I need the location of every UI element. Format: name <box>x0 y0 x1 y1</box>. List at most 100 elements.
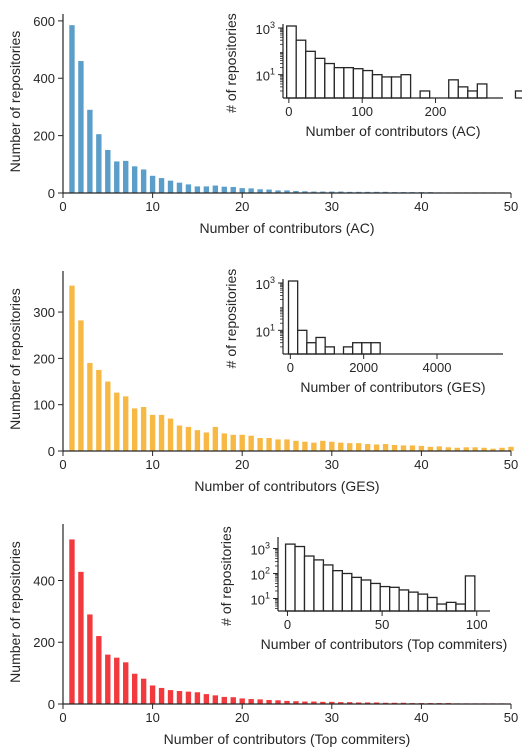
bar <box>329 701 335 704</box>
inset-x-tick-label: 0 <box>284 617 291 632</box>
inset-bin <box>352 342 363 355</box>
bar <box>508 446 514 451</box>
y-tick-label: 300 <box>33 305 55 320</box>
y-tick-label: 0 <box>48 444 55 459</box>
x-tick-label: 50 <box>504 457 518 472</box>
inset-bin <box>371 74 383 99</box>
bar <box>158 687 165 704</box>
inset-bin <box>333 66 345 99</box>
inset-bin <box>436 603 448 612</box>
bar <box>257 438 263 451</box>
x-tick-label: 0 <box>59 199 66 214</box>
bar <box>230 186 236 193</box>
inset-bin <box>297 329 308 355</box>
bar <box>105 654 111 704</box>
bar <box>284 700 290 704</box>
inset-bin <box>343 66 355 99</box>
y-tick-label: 200 <box>33 129 55 144</box>
inset-bin <box>332 570 344 612</box>
bar <box>114 392 120 451</box>
bar <box>221 433 227 451</box>
x-tick-label: 30 <box>325 710 339 725</box>
bar <box>176 182 183 193</box>
inset-y-tick-label: 102 <box>251 566 270 583</box>
inset-bin <box>351 576 362 612</box>
bar <box>382 444 389 451</box>
bar <box>311 701 317 704</box>
bar <box>194 430 201 451</box>
x-tick-label: 10 <box>145 710 159 725</box>
bar <box>275 700 281 704</box>
bar <box>131 166 138 193</box>
inset-bin <box>341 572 353 612</box>
inset-bin <box>445 601 457 612</box>
y-axis-label: Number of repositories <box>7 541 23 683</box>
bar <box>481 447 487 451</box>
bar <box>436 446 443 451</box>
inset-bin <box>360 579 372 612</box>
bar <box>123 662 129 704</box>
bar <box>284 190 290 193</box>
inset-x-axis-label: Number of contributors (GES) <box>300 379 485 395</box>
bar <box>69 285 75 451</box>
inset-x-axis-label: Number of contributors (Top commiters) <box>261 636 508 652</box>
bar <box>257 699 263 704</box>
bar <box>230 434 236 451</box>
bar <box>185 184 192 193</box>
bar <box>311 442 317 451</box>
inset-bin <box>370 582 381 612</box>
y-tick-label: 600 <box>33 14 55 29</box>
bar <box>185 426 192 451</box>
bar <box>140 169 147 193</box>
bar <box>248 699 254 704</box>
bar <box>463 447 469 451</box>
inset-x-tick-label: 4000 <box>423 360 452 375</box>
bar <box>158 178 165 193</box>
bar <box>203 186 210 193</box>
x-tick-label: 30 <box>325 199 339 214</box>
x-tick-label: 0 <box>59 457 66 472</box>
bar <box>78 320 84 451</box>
inset-bin <box>287 280 299 355</box>
y-tick-label: 0 <box>48 186 55 201</box>
bar <box>87 109 93 193</box>
bar <box>96 636 102 704</box>
inset-bin <box>407 591 419 612</box>
bar <box>302 191 308 193</box>
bar <box>499 447 505 451</box>
inset-bin <box>322 564 334 612</box>
inset-bin <box>381 76 393 99</box>
bar <box>194 186 201 193</box>
inset-bin <box>324 62 335 99</box>
bar <box>320 440 326 451</box>
bar <box>293 190 299 193</box>
bar <box>221 696 227 704</box>
y-axis-label: Number of repositories <box>7 288 23 430</box>
bar <box>329 441 335 451</box>
x-tick-label: 40 <box>414 457 428 472</box>
inset-x-tick-label: 2000 <box>349 360 378 375</box>
inset-bin <box>352 68 364 99</box>
bar <box>96 134 102 193</box>
bar <box>140 407 147 451</box>
inset-x-tick-label: 100 <box>466 617 488 632</box>
panel-2: 0 10 20 30 40 50 0 100 200 300 Number of contribut… <box>7 269 518 494</box>
bar <box>78 61 84 193</box>
inset-bin <box>313 559 325 612</box>
bar <box>212 185 219 193</box>
bar <box>239 698 245 704</box>
x-tick-label: 50 <box>504 199 518 214</box>
x-tick-label: 20 <box>235 199 249 214</box>
inset-y-tick-label: 103 <box>256 20 275 37</box>
x-tick-label: 30 <box>325 457 339 472</box>
inset-bin <box>514 90 522 99</box>
inset-bin <box>286 25 297 99</box>
x-tick-label: 10 <box>145 457 159 472</box>
bar <box>338 702 344 704</box>
inset-bin <box>457 86 469 99</box>
bar <box>114 161 120 193</box>
bar <box>212 695 219 704</box>
inset-bin <box>455 603 467 612</box>
inset-bin <box>324 346 335 355</box>
